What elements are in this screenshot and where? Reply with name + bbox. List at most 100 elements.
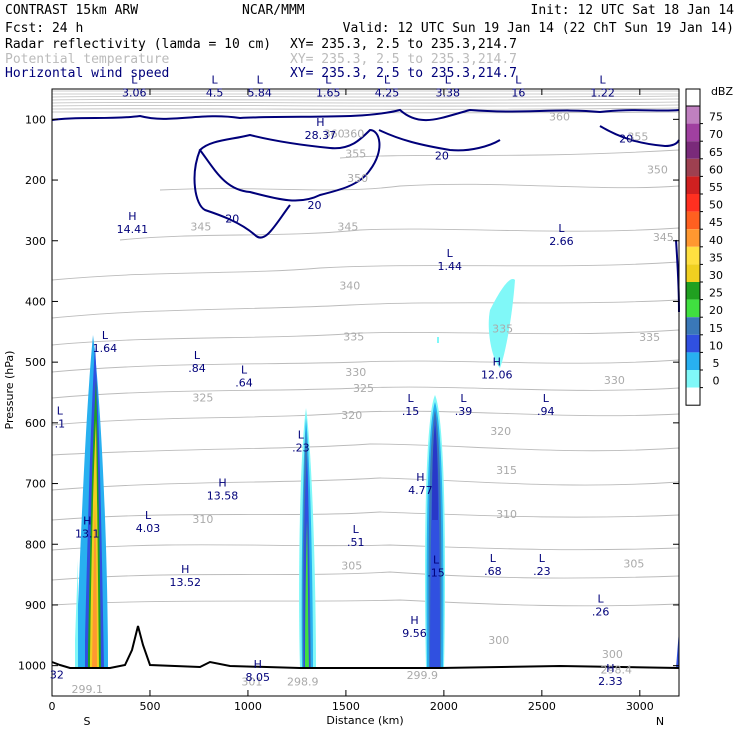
colorbar-swatch xyxy=(686,317,700,335)
extremum-marker: L xyxy=(490,552,497,565)
colorbar-swatch xyxy=(686,352,700,370)
extremum-value: 1.65 xyxy=(316,86,341,99)
extremum-marker: L xyxy=(539,552,546,565)
extremum-value: 1.64 xyxy=(93,342,118,355)
extremum-marker: L xyxy=(543,392,550,405)
theta-contour-label: 301 xyxy=(241,676,262,689)
colorbar-swatch xyxy=(686,370,700,388)
extremum-value: 1.22 xyxy=(590,86,615,99)
extremum-value: 13.58 xyxy=(207,489,239,502)
theta-contour-label: 340 xyxy=(339,279,360,292)
theta-contour-label: 298.4 xyxy=(601,664,633,677)
theta-contour-label: 305 xyxy=(341,560,362,573)
theta-contour-label: 345 xyxy=(653,231,674,244)
colorbar-swatch xyxy=(686,123,700,142)
y-tick-label: 300 xyxy=(25,235,46,248)
x-end-label: N xyxy=(656,715,664,728)
colorbar-swatch xyxy=(686,264,700,282)
center-label: NCAR/MMM xyxy=(242,3,305,18)
terrain-line xyxy=(51,625,680,669)
theta-contour-label: 345 xyxy=(190,220,211,233)
theta-contour-label: 335 xyxy=(343,330,364,343)
theta-contour-label: 325 xyxy=(192,392,213,405)
extremum-value: .68 xyxy=(484,565,502,578)
legend-wind-label: Horizontal wind speed xyxy=(5,66,169,81)
plot-frame xyxy=(51,88,680,697)
colorbar-level: 75 xyxy=(709,111,723,124)
wind-contour-label: 20 xyxy=(308,199,322,212)
theta-contour-label: 320 xyxy=(341,409,362,422)
theta-contour-label: 345 xyxy=(337,220,358,233)
extremum-marker: H xyxy=(128,210,136,223)
extremum-marker: L xyxy=(558,222,565,235)
extremum-marker: H xyxy=(83,515,91,528)
extremum-marker: L xyxy=(433,553,440,566)
extremum-marker: H xyxy=(254,658,262,671)
colorbar-level: 40 xyxy=(709,234,723,247)
theta-contour-label: 320 xyxy=(490,425,511,438)
theta-contour-label: 298.9 xyxy=(287,676,319,689)
y-axis-label: Pressure (hPa) xyxy=(3,351,16,430)
legend-wind-xy: XY= 235.3, 2.5 to 235.3,214.7 xyxy=(290,66,517,81)
colorbar-swatch xyxy=(686,211,700,230)
extremum-value: 2.33 xyxy=(598,675,623,688)
theta-contour-label: 310 xyxy=(496,508,517,521)
extremum-value: .94 xyxy=(537,405,555,418)
theta-contour-label: 355 xyxy=(345,148,366,161)
theta-contour-label: 305 xyxy=(623,557,644,570)
extremum-marker: H xyxy=(316,116,324,129)
plot-area xyxy=(52,89,679,696)
extremum-value: .84 xyxy=(188,362,206,375)
x-tick-label: 1500 xyxy=(332,700,360,713)
extremum-value: .39 xyxy=(455,405,473,418)
legend-reflectivity-xy: XY= 235.3, 2.5 to 235.3,214.7 xyxy=(290,37,517,52)
y-tick-label: 1000 xyxy=(18,660,46,673)
extremum-marker: L xyxy=(445,73,452,86)
extremum-marker: L xyxy=(145,509,152,522)
theta-contour-label: 299.9 xyxy=(407,669,439,682)
theta-contours xyxy=(51,149,680,607)
extremum-value: 4.77 xyxy=(408,484,433,497)
extremum-marker: L xyxy=(102,329,109,342)
legend-theta-label: Potential temperature xyxy=(5,52,170,67)
wind-labels: 20 20 20 20 xyxy=(225,132,633,225)
extremum-marker: L xyxy=(257,73,264,86)
x-tick-label: 2000 xyxy=(430,700,458,713)
y-tick-label: 100 xyxy=(25,113,46,126)
extremum-value: 2.66 xyxy=(549,235,574,248)
theta-contour-label: 325 xyxy=(353,382,374,395)
theta-contour-label: 335 xyxy=(639,331,660,344)
extremum-value: .64 xyxy=(235,376,253,389)
colorbar-top-cap xyxy=(685,88,701,107)
extremum-value: 9.56 xyxy=(402,627,427,640)
extremum-value: 12.06 xyxy=(481,369,513,382)
x-tick-label: 1000 xyxy=(234,700,262,713)
y-tick-label: 400 xyxy=(25,295,46,308)
y-tick-label: 800 xyxy=(25,538,46,551)
extremum-marker: L xyxy=(353,523,360,536)
theta-contour-label: 350 xyxy=(647,163,668,176)
colorbar-level: 55 xyxy=(709,181,723,194)
colorbar-swatch xyxy=(686,194,700,212)
wind-contour-label: 20 xyxy=(619,132,633,145)
extremum-marker: L xyxy=(600,73,607,86)
extrema-labels: L3.06L4.5L5.84L1.65L4.25L3.38L16L1.22H28… xyxy=(50,73,623,688)
extremum-marker: H xyxy=(606,662,614,675)
x-tick-label: 500 xyxy=(139,700,160,713)
extremum-marker: H xyxy=(410,614,418,627)
extremum-value: .1 xyxy=(55,418,66,431)
colorbar-swatch xyxy=(686,387,700,406)
colorbar-level: 35 xyxy=(709,251,723,264)
colorbar-level: 70 xyxy=(709,128,723,141)
colorbar-frame xyxy=(685,105,701,406)
extremum-value: 28.37 xyxy=(305,129,337,142)
theta-contour-label: 315 xyxy=(496,464,517,477)
colorbar-swatch xyxy=(686,106,700,124)
colorbar-swatch xyxy=(686,299,700,318)
extremum-value: 5.84 xyxy=(247,86,272,99)
extremum-value: 4.5 xyxy=(206,86,224,99)
x-axis-label: Distance (km) xyxy=(326,714,403,727)
extremum-value: .26 xyxy=(592,605,610,618)
